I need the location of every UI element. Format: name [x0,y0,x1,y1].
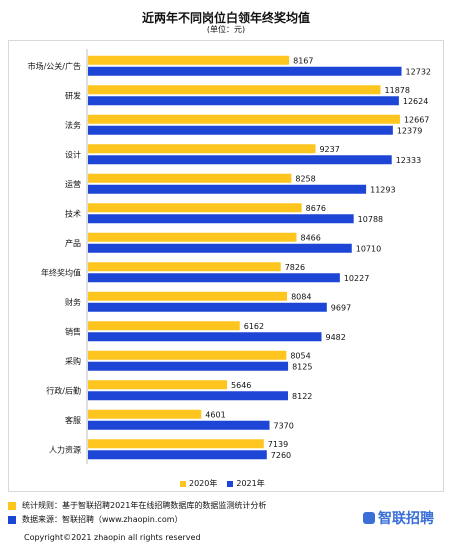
data-label: 10788 [358,215,383,224]
category-label: 销售 [65,326,81,336]
data-label: 7370 [274,421,294,430]
category-label: 行政/后勤 [46,385,81,395]
note-source-marker [8,515,16,524]
data-label: 11878 [385,86,410,95]
note-statistics-rule: 统计规则：基于智联招聘2021年在线招聘数据库的数据监测统计分析 [8,500,266,511]
data-label: 9237 [319,145,339,154]
legend-swatch-2020 [180,480,186,487]
bar-2021 [88,302,327,312]
bar-2021 [88,391,289,401]
category-label: 客服 [65,415,81,425]
note-data-source: 数据来源：智联招聘（www.zhaopin.com） [8,514,183,525]
copyright-text: Copyright©2021 zhaopin all rights reserv… [24,533,201,542]
bar-2020 [88,144,316,154]
data-label: 10710 [356,244,381,253]
chart-frame: 市场/公关/广告 8167 12732 研发 11878 12624 法务 12667 1237… [8,40,444,492]
data-label: 8054 [290,351,310,360]
category-label: 市场/公关/广告 [28,61,81,71]
category-label: 采购 [65,356,81,366]
bar-2021 [88,125,393,135]
bar-2021 [88,361,289,371]
bar-2020 [88,321,240,331]
data-label: 10227 [344,274,369,283]
note-source-text: 数据来源：智联招聘（www.zhaopin.com） [22,515,183,524]
note-rule-text: 统计规则：基于智联招聘2021年在线招聘数据库的数据监测统计分析 [22,501,267,510]
bar-2021 [88,273,340,283]
bar-2020 [88,203,302,213]
category-label: 财务 [65,297,81,307]
bar-chart: 市场/公关/广告 8167 12732 研发 11878 12624 法务 12667 1237… [28,49,431,464]
brand-logo: 智联招聘 [363,508,434,528]
legend-swatch-2021 [227,480,234,487]
category-label: 技术 [65,208,81,218]
note-rule-marker [8,501,16,510]
data-label: 8466 [300,233,320,242]
category-label: 人力资源 [49,444,81,454]
category-label: 研发 [65,90,81,100]
bar-2020 [88,439,264,449]
bar-2020 [88,232,297,242]
legend-item-2020: 2020年 [180,478,217,489]
bar-2020 [88,350,287,360]
data-label: 8167 [293,56,313,65]
category-label: 设计 [65,149,81,159]
bar-2020 [88,85,381,95]
category-label: 运营 [65,179,81,189]
data-label: 12624 [403,97,428,106]
bar-2020 [88,55,290,65]
bar-2020 [88,262,281,272]
bar-2020 [88,409,202,419]
data-label: 12379 [397,126,422,135]
chart-subtitle: (单位：元) [206,25,246,34]
bar-2021 [88,96,399,106]
chart-title: 近两年不同岗位白领年终奖均值 [141,11,310,25]
data-label: 9482 [326,333,346,342]
legend: 2020年 2021年 [180,478,265,489]
category-label: 法务 [65,120,81,130]
brand-logo-text: 智联招聘 [378,511,434,527]
legend-label-2021: 2021年 [236,479,265,488]
data-label: 9697 [331,303,351,312]
data-label: 5646 [231,381,251,390]
data-label: 8258 [295,174,315,183]
bar-2021 [88,66,402,76]
bar-2020 [88,173,292,183]
data-label: 8084 [291,292,311,301]
bar-2020 [88,380,228,390]
data-label: 8125 [292,362,312,371]
data-label: 6162 [244,322,264,331]
data-label: 8122 [292,392,312,401]
bar-2021 [88,243,352,253]
bar-2021 [88,332,322,342]
data-label: 12333 [396,156,421,165]
data-label: 4601 [205,410,225,419]
bar-2021 [88,155,392,165]
legend-label-2020: 2020年 [189,479,218,488]
category-label: 年终奖均值 [41,267,81,277]
data-label: 7139 [268,440,288,449]
brand-logo-icon [363,512,375,524]
bar-2020 [88,114,400,124]
data-label: 7826 [285,263,305,272]
data-label: 12667 [404,115,429,124]
category-label: 产品 [65,238,81,248]
data-label: 7260 [271,451,291,460]
bar-2021 [88,420,270,430]
bar-2020 [88,291,288,301]
data-label: 11293 [370,185,395,194]
data-label: 12732 [406,67,431,76]
data-label: 8676 [306,204,326,213]
bar-2021 [88,184,367,194]
bar-2021 [88,214,354,224]
legend-item-2021: 2021年 [227,478,265,489]
bar-2021 [88,450,267,460]
